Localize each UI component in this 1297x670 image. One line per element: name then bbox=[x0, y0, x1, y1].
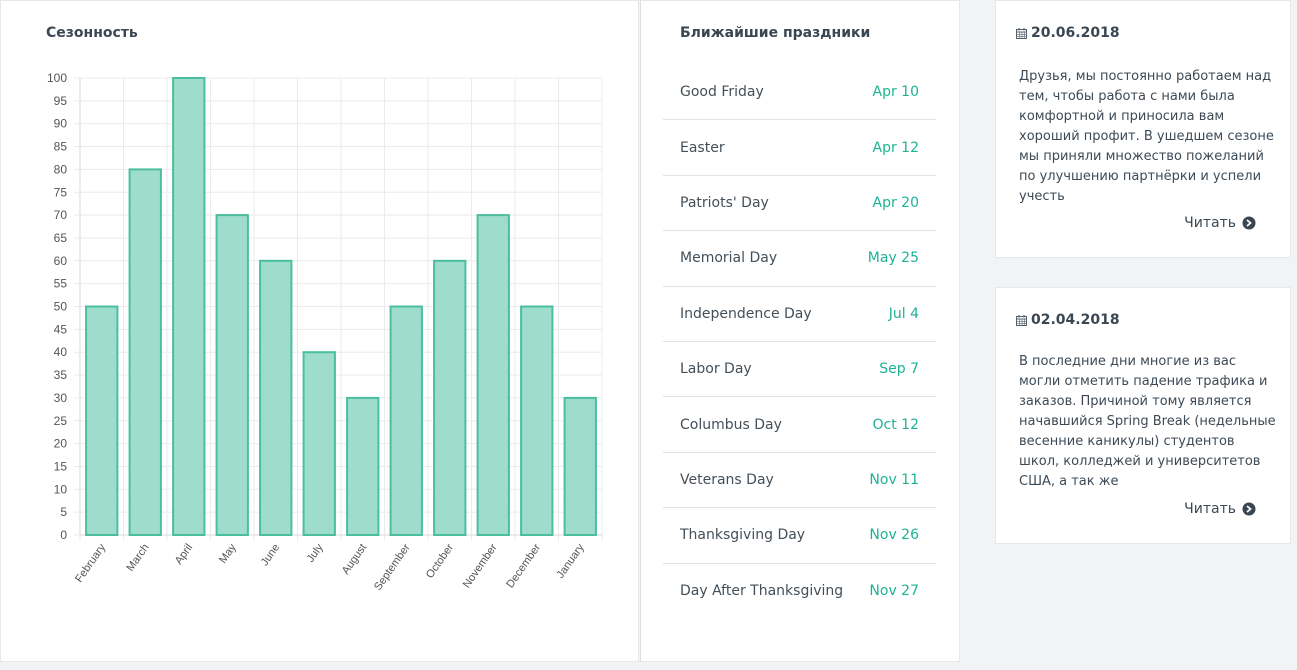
holiday-row: Independence Day Jul 4 bbox=[663, 287, 936, 342]
y-tick-label: 25 bbox=[54, 414, 68, 428]
bar bbox=[128, 168, 162, 536]
holiday-date: Sep 7 bbox=[879, 361, 919, 378]
holiday-row: Day After Thanksgiving Nov 27 bbox=[663, 564, 936, 619]
bar bbox=[433, 259, 467, 536]
y-tick-label: 40 bbox=[54, 345, 68, 359]
holiday-date: Jul 4 bbox=[888, 305, 919, 322]
y-tick-label: 30 bbox=[54, 391, 68, 405]
x-tick-label: June bbox=[259, 542, 283, 568]
bar bbox=[389, 305, 423, 536]
news-card: 02.04.2018 В последние дни многие из вас… bbox=[995, 287, 1291, 544]
y-tick-label: 100 bbox=[47, 71, 67, 85]
bar bbox=[563, 396, 597, 536]
seasonality-title: Сезонность bbox=[46, 25, 138, 41]
holiday-name: Day After Thanksgiving bbox=[680, 583, 844, 600]
read-more-link[interactable]: Читать bbox=[1184, 215, 1256, 231]
bar bbox=[520, 305, 554, 536]
holiday-name: Veterans Day bbox=[680, 471, 774, 488]
holiday-list: Good Friday Apr 10 Easter Apr 12 Patriots'… bbox=[663, 65, 936, 619]
x-tick-label: January bbox=[554, 541, 587, 580]
x-tick-label: July bbox=[305, 541, 326, 564]
holiday-date: Nov 11 bbox=[869, 471, 919, 488]
x-tick-label: December bbox=[504, 542, 543, 591]
y-tick-label: 0 bbox=[60, 528, 67, 542]
y-tick-label: 90 bbox=[54, 117, 68, 131]
holiday-row: Patriots' Day Apr 20 bbox=[663, 176, 936, 232]
news-date: 02.04.2018 bbox=[1016, 312, 1120, 328]
holiday-row: Veterans Day Nov 11 bbox=[663, 453, 936, 509]
news-text: В последние дни многие из вас могли отме… bbox=[1019, 354, 1276, 489]
holiday-row: Easter Apr 12 bbox=[663, 120, 936, 176]
y-tick-label: 70 bbox=[54, 208, 68, 222]
holiday-row: Thanksgiving Day Nov 26 bbox=[663, 508, 936, 564]
holiday-name: Easter bbox=[680, 139, 725, 156]
holidays-title: Ближайшие праздники bbox=[680, 25, 871, 41]
arrow-circle-right-icon bbox=[1242, 502, 1256, 516]
y-tick-label: 65 bbox=[54, 231, 68, 245]
calendar-icon bbox=[1016, 27, 1027, 39]
x-tick-label: May bbox=[217, 541, 239, 565]
holiday-name: Good Friday bbox=[680, 84, 764, 101]
holiday-date: Nov 26 bbox=[869, 527, 919, 544]
y-tick-label: 20 bbox=[54, 437, 68, 451]
holiday-name: Memorial Day bbox=[680, 250, 778, 267]
x-tick-label: October bbox=[424, 542, 456, 581]
seasonality-chart: 0 5 10 15 20 25 30 35 40 45 50 55 60 65 70 75 80 85 90 95 10… bbox=[47, 71, 603, 593]
news-date-text: 02.04.2018 bbox=[1031, 312, 1120, 328]
calendar-icon bbox=[1016, 314, 1027, 326]
holiday-row: Columbus Day Oct 12 bbox=[663, 397, 936, 453]
bar bbox=[259, 259, 293, 536]
y-tick-label: 15 bbox=[54, 459, 68, 473]
x-tick-label: March bbox=[124, 542, 151, 574]
x-tick-label: February bbox=[73, 541, 108, 584]
read-more-label: Читать bbox=[1184, 501, 1236, 517]
y-tick-label: 45 bbox=[54, 322, 68, 336]
x-tick-label: August bbox=[340, 542, 369, 577]
news-text: Друзья, мы постоянно работаем над тем, ч… bbox=[1019, 69, 1274, 204]
holiday-date: Nov 27 bbox=[869, 583, 919, 600]
y-tick-label: 95 bbox=[54, 94, 68, 108]
read-more-label: Читать bbox=[1184, 215, 1236, 231]
holiday-date: Apr 10 bbox=[872, 84, 919, 101]
y-tick-label: 85 bbox=[54, 140, 68, 154]
holiday-name: Patriots' Day bbox=[680, 194, 769, 211]
seasonality-panel: Сезонность 0 5 10 15 20 25 30 35 40 45 50 55 60 65 70 7… bbox=[0, 0, 639, 662]
holiday-row: Labor Day Sep 7 bbox=[663, 342, 936, 398]
bar bbox=[172, 77, 206, 536]
arrow-circle-right-icon bbox=[1242, 216, 1256, 230]
holidays-panel: Ближайшие праздники Good Friday Apr 10 Ea… bbox=[640, 0, 960, 662]
y-tick-label: 10 bbox=[54, 482, 68, 496]
holiday-row: Good Friday Apr 10 bbox=[663, 65, 936, 121]
bar bbox=[476, 214, 510, 536]
x-tick-label: November bbox=[461, 542, 500, 591]
holiday-name: Independence Day bbox=[680, 305, 812, 322]
y-tick-label: 80 bbox=[54, 162, 68, 176]
holiday-name: Labor Day bbox=[680, 361, 752, 378]
bar bbox=[85, 305, 119, 536]
news-date-text: 20.06.2018 bbox=[1031, 25, 1120, 41]
news-card: 20.06.2018 Друзья, мы постоянно работаем… bbox=[995, 0, 1291, 258]
x-tick-label: April bbox=[173, 542, 195, 567]
holiday-date: Apr 20 bbox=[872, 194, 919, 211]
holiday-date: Oct 12 bbox=[872, 416, 919, 433]
y-tick-label: 5 bbox=[60, 505, 67, 519]
y-tick-label: 50 bbox=[54, 300, 68, 314]
holiday-date: May 25 bbox=[867, 250, 919, 267]
bar bbox=[302, 351, 336, 537]
bar bbox=[346, 396, 380, 536]
read-more-link[interactable]: Читать bbox=[1184, 501, 1256, 517]
holiday-date: Apr 12 bbox=[872, 139, 919, 156]
y-tick-label: 35 bbox=[54, 368, 68, 382]
y-tick-label: 55 bbox=[54, 277, 68, 291]
holiday-name: Thanksgiving Day bbox=[680, 527, 806, 544]
bar bbox=[215, 214, 249, 536]
news-date: 20.06.2018 bbox=[1016, 25, 1120, 41]
holiday-row: Memorial Day May 25 bbox=[663, 231, 936, 287]
x-tick-label: September bbox=[372, 542, 413, 593]
y-tick-label: 75 bbox=[54, 185, 68, 199]
y-tick-label: 60 bbox=[54, 254, 68, 268]
holiday-name: Columbus Day bbox=[680, 416, 782, 433]
